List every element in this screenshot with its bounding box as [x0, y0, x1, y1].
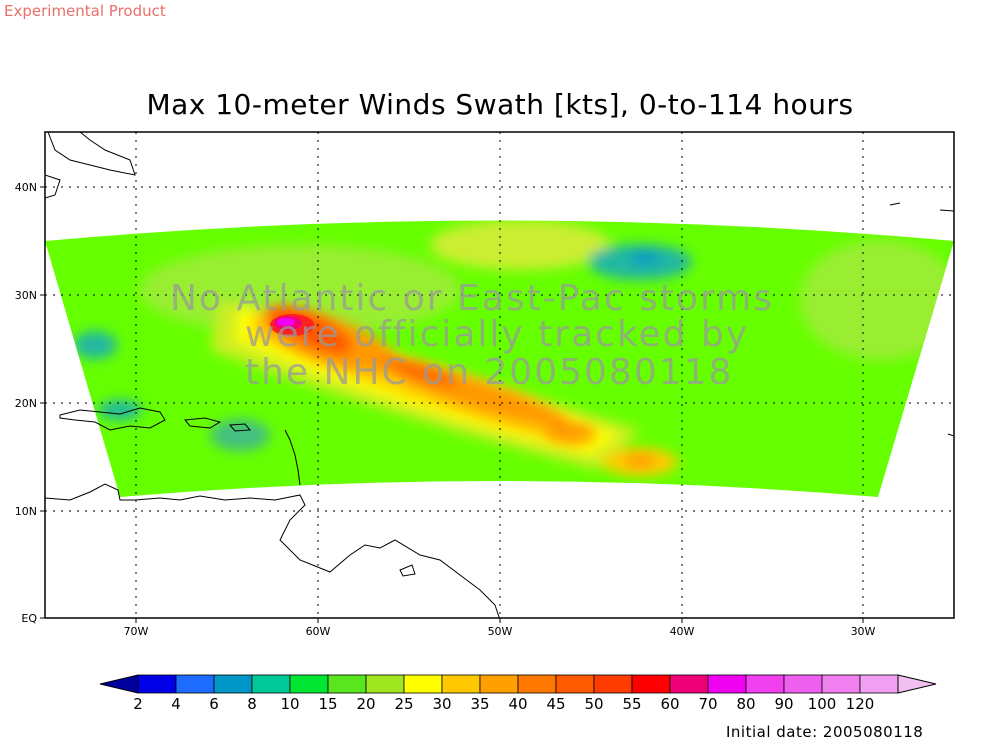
- legend-label: 20: [356, 695, 375, 713]
- legend-color-box: [289, 674, 329, 694]
- legend-color-box: [783, 674, 823, 694]
- legend-label: 70: [698, 695, 717, 713]
- legend-label: 40: [508, 695, 527, 713]
- graticule: [45, 132, 954, 618]
- legend-color-box: [479, 674, 519, 694]
- x-tick-label: 60W: [306, 625, 331, 638]
- legend-label: 30: [432, 695, 451, 713]
- legend-color-box: [669, 674, 709, 694]
- initial-date-label: Initial date: 2005080118: [726, 723, 924, 741]
- y-tick-label: 10N: [15, 505, 37, 518]
- legend-color-box: [137, 674, 177, 694]
- x-tick-label: 50W: [488, 625, 513, 638]
- legend-label: 35: [470, 695, 489, 713]
- legend-color-box: [517, 674, 557, 694]
- y-tick-label: 30N: [15, 289, 37, 302]
- legend-color-box: [707, 674, 747, 694]
- legend-label: 50: [584, 695, 603, 713]
- legend-label: 90: [774, 695, 793, 713]
- wind-swath-field: [45, 220, 954, 497]
- legend-label: 4: [171, 695, 181, 713]
- legend-label: 25: [394, 695, 413, 713]
- legend-color-box: [631, 674, 671, 694]
- legend-color-box: [555, 674, 595, 694]
- legend-label: 8: [247, 695, 257, 713]
- legend-label: 60: [660, 695, 679, 713]
- legend-max-arrow: [897, 674, 937, 694]
- y-tick-label: 40N: [15, 181, 37, 194]
- experimental-product-label: Experimental Product: [4, 2, 166, 20]
- legend-label: 100: [808, 695, 837, 713]
- legend-color-box: [327, 674, 367, 694]
- legend-color-box: [821, 674, 861, 694]
- legend-color-box: [251, 674, 291, 694]
- y-tick-label: EQ: [21, 612, 37, 625]
- x-tick-label: 30W: [851, 625, 876, 638]
- legend-color-box: [403, 674, 443, 694]
- legend-label: 80: [736, 695, 755, 713]
- legend-color-box: [213, 674, 253, 694]
- legend-label: 10: [280, 695, 299, 713]
- legend-color-box: [745, 674, 785, 694]
- no-storms-message-line-2: were officially tracked by: [245, 314, 749, 355]
- legend-color-box: [593, 674, 633, 694]
- legend-min-arrow: [99, 674, 139, 694]
- tick-marks: [40, 186, 864, 623]
- legend-label: 55: [622, 695, 641, 713]
- legend-label: 6: [209, 695, 219, 713]
- no-storms-message-line-1: No Atlantic or East-Pac storms: [170, 278, 774, 319]
- legend-label: 15: [318, 695, 337, 713]
- x-tick-label: 40W: [670, 625, 695, 638]
- legend-label: 120: [846, 695, 875, 713]
- legend-color-box: [441, 674, 481, 694]
- legend-label: 2: [133, 695, 143, 713]
- legend-color-box: [859, 674, 899, 694]
- no-storms-message-line-3: the NHC on 2005080118: [245, 352, 733, 393]
- legend-label: 45: [546, 695, 565, 713]
- legend-color-box: [175, 674, 215, 694]
- y-tick-label: 20N: [15, 397, 37, 410]
- x-tick-label: 70W: [124, 625, 149, 638]
- map-title: Max 10-meter Winds Swath [kts], 0-to-114…: [146, 88, 854, 121]
- legend-color-box: [365, 674, 405, 694]
- coastlines: [45, 132, 954, 618]
- color-legend: 2 4 6 8 10 15 20 25 30 35 40 45 50 55 60 70 80 90 100 120: [99, 674, 937, 713]
